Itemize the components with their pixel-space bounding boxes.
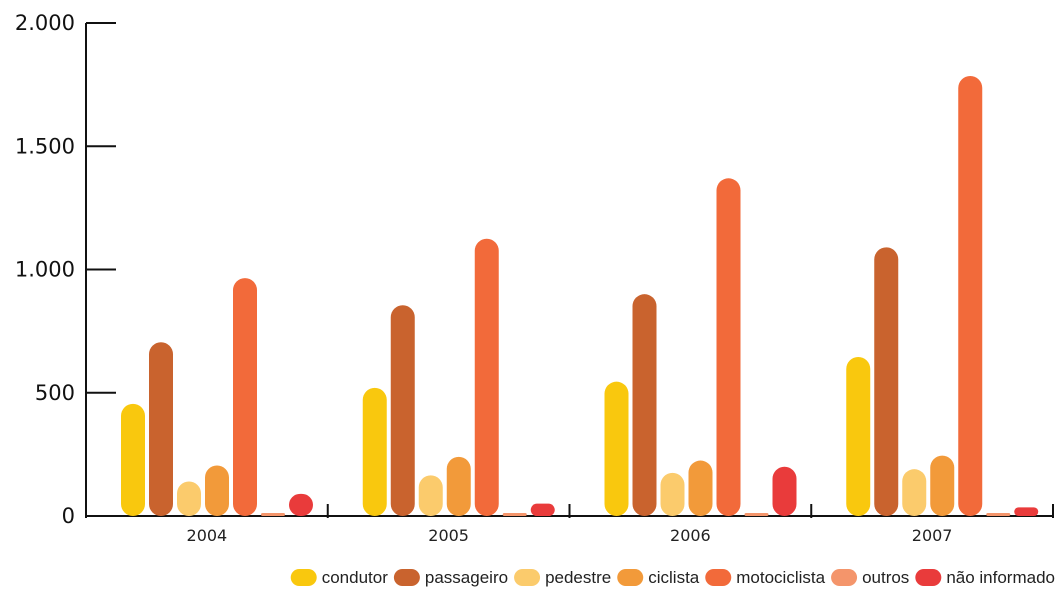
legend-label-condutor: condutor xyxy=(322,568,388,587)
bar-motociclista-2004 xyxy=(233,278,257,516)
x-tick-label: 2005 xyxy=(428,526,469,545)
bar-condutor-2006 xyxy=(604,381,629,516)
bar-outros-2007 xyxy=(986,513,1011,516)
bar-condutor-2004 xyxy=(121,403,145,516)
legend-swatch-pedestre xyxy=(514,569,541,586)
bar-ciclista-2007 xyxy=(930,455,955,516)
bar-passageiro-2007 xyxy=(874,247,899,516)
legend-label-pedestre: pedestre xyxy=(545,568,611,587)
bar-pedestre-2004 xyxy=(177,481,201,516)
bar-pedestre-2007 xyxy=(902,469,927,516)
bar-não-informado-2005 xyxy=(530,503,555,516)
bar-motociclista-2005 xyxy=(474,238,499,516)
legend-swatch-não-informado xyxy=(915,569,942,586)
legend-swatch-outros xyxy=(831,569,858,586)
bar-outros-2006 xyxy=(744,513,769,516)
bar-não-informado-2004 xyxy=(289,493,313,516)
x-axis: 2004 2005 2006 2007 xyxy=(85,504,1054,545)
legend-label-ciclista: ciclista xyxy=(648,568,700,587)
y-tick-label: 500 xyxy=(35,381,75,405)
y-tick-label: 1.500 xyxy=(15,134,75,158)
bar-passageiro-2006 xyxy=(632,294,657,516)
legend-swatch-passageiro xyxy=(393,569,420,586)
bar-ciclista-2004 xyxy=(205,465,229,516)
legend-label-motociclista: motociclista xyxy=(736,568,825,587)
legend-swatch-condutor xyxy=(290,569,317,586)
legend-label-não-informado: não informado xyxy=(946,568,1055,587)
bar-não-informado-2007 xyxy=(1014,507,1039,516)
bar-motociclista-2006 xyxy=(716,178,741,517)
bars xyxy=(121,75,1039,517)
bar-outros-2004 xyxy=(261,513,285,516)
y-tick-label: 0 xyxy=(62,504,75,528)
bar-não-informado-2006 xyxy=(772,466,797,516)
x-tick-label: 2006 xyxy=(670,526,711,545)
legend-label-outros: outros xyxy=(862,568,909,587)
x-tick-label: 2004 xyxy=(187,526,228,545)
bar-passageiro-2005 xyxy=(390,305,415,516)
bar-outros-2005 xyxy=(502,513,527,516)
bar-condutor-2005 xyxy=(362,387,387,516)
bar-condutor-2007 xyxy=(846,357,871,516)
bar-pedestre-2005 xyxy=(418,475,443,516)
y-tick-label: 1.000 xyxy=(15,258,75,282)
legend-label-passageiro: passageiro xyxy=(425,568,508,587)
y-tick-label: 2.000 xyxy=(15,11,75,35)
bar-ciclista-2005 xyxy=(446,456,471,516)
bar-pedestre-2006 xyxy=(660,472,685,516)
bar-ciclista-2006 xyxy=(688,460,713,516)
bar-passageiro-2004 xyxy=(149,342,173,516)
legend-swatch-ciclista xyxy=(617,569,644,586)
y-axis: 0 500 1.000 1.500 2.000 xyxy=(15,11,116,528)
x-tick-label: 2007 xyxy=(912,526,953,545)
bar-motociclista-2007 xyxy=(958,75,983,516)
legend: condutor passageiro pedestre ciclista motoci… xyxy=(290,568,1055,587)
legend-swatch-motociclista xyxy=(705,569,732,586)
